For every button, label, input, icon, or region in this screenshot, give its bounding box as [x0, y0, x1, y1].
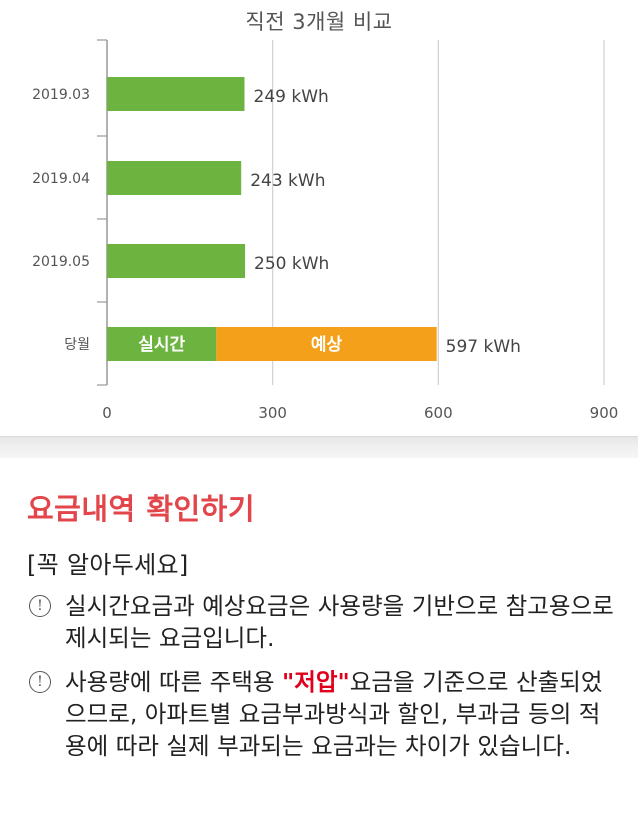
usage-bar-chart: 0 300 600 900 2019.03 249 kWh 2019.04 243 kWh 20… — [32, 39, 619, 422]
category-label: 당월 — [64, 337, 90, 353]
forecast-bar — [216, 327, 437, 361]
x-tick-label: 0 — [102, 404, 112, 422]
usage-bar — [107, 161, 242, 195]
usage-bar — [107, 77, 245, 111]
notice-text: 실시간요금과 예상요금은 사용량을 기반으로 참고용으로 제시되는 요금입니다. — [65, 592, 614, 652]
forecast-label: 예상 — [311, 335, 343, 355]
value-label: 597 kWh — [446, 337, 521, 357]
billing-info-section: 요금내역 확인하기 [꼭 알아두세요] ! 실시간요금과 예상요금은 사용량을 … — [0, 458, 638, 818]
value-label: 249 kWh — [254, 87, 329, 107]
notice-title: [꼭 알아두세요] — [27, 551, 189, 579]
chart-title: 직전 3개월 비교 — [245, 10, 393, 34]
usage-bar — [107, 244, 246, 278]
realtime-label: 실시간 — [138, 335, 185, 355]
section-divider — [0, 436, 638, 459]
info-circle-icon: ! — [29, 595, 51, 617]
category-label: 2019.04 — [32, 171, 90, 187]
notice-text-post: 요금을 기준으로 산출되었으므로, 아파트별 요금부과방식과 할인, 부과금 등… — [65, 668, 603, 760]
value-label: 243 kWh — [250, 171, 325, 191]
usage-chart-section: 직전 3개월 비교 0 300 600 900 2019.03 249 kWh 2019.0… — [32, 10, 619, 422]
x-tick-label: 300 — [258, 404, 287, 422]
billing-details-heading: 요금내역 확인하기 — [27, 492, 256, 526]
low-voltage-highlight: "저압" — [282, 668, 350, 696]
category-label: 2019.03 — [32, 87, 90, 103]
notice-text-pre: 사용량에 따른 주택용 — [65, 668, 282, 696]
notice-item: ! 사용량에 따른 주택용 "저압"요금을 기준으로 산출되었으므로, 아파트별… — [27, 666, 622, 762]
x-tick-label: 900 — [590, 404, 619, 422]
x-tick-label: 600 — [424, 404, 453, 422]
realtime-bar — [107, 327, 217, 361]
category-label: 2019.05 — [32, 254, 90, 270]
notice-item: ! 실시간요금과 예상요금은 사용량을 기반으로 참고용으로 제시되는 요금입니… — [27, 590, 622, 654]
value-label: 250 kWh — [254, 254, 329, 274]
info-circle-icon: ! — [29, 671, 51, 693]
